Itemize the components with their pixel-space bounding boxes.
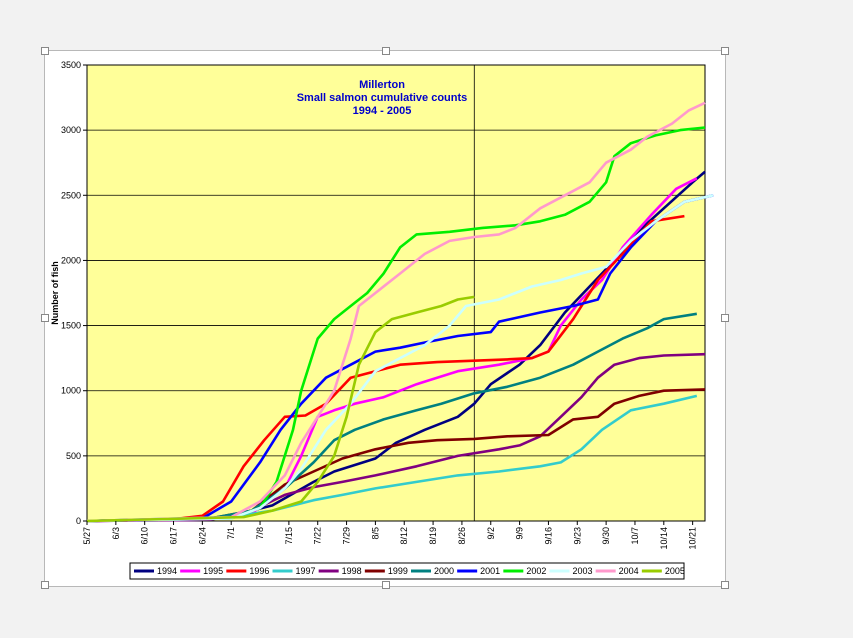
legend-label: 2005 [665,566,685,576]
y-tick-label: 3000 [61,125,81,135]
legend-label: 2000 [434,566,454,576]
y-tick-label: 2500 [61,190,81,200]
series-lines [86,101,714,523]
x-tick-label: 6/24 [197,527,207,545]
plot-area [86,64,706,522]
resize-handle[interactable] [721,47,729,55]
x-tick-label: 7/8 [255,527,265,540]
y-tick-label: 1500 [61,321,81,331]
x-tick-label: 10/21 [688,527,698,550]
y-tick-label: 0 [76,516,81,526]
legend-label: 1999 [388,566,408,576]
x-tick-label: 8/26 [457,527,467,545]
chart-title-line: Small salmon cumulative counts [297,92,468,104]
legend-label: 2003 [573,566,593,576]
series-line-2003 [86,194,714,523]
x-axis: 5/27 6/3 6/10 6/17 6/24 7/1 7/8 7/15 7/22 7/29 8/5… [82,521,698,550]
grid-lines [87,65,705,521]
legend-box [129,562,685,580]
x-tick-label: 6/10 [140,527,150,545]
legend-label: 1998 [342,566,362,576]
x-tick-label: 7/29 [342,527,352,545]
y-tick-label: 500 [66,451,81,461]
x-tick-label: 7/1 [226,527,236,540]
y-axis: 0 500 1000 1500 2000 2500 3000 3500 [61,60,87,526]
resize-handle[interactable] [382,581,390,589]
x-tick-label: 6/3 [111,527,121,540]
resize-handle[interactable] [721,314,729,322]
chart-title-line: 1994 - 2005 [353,105,412,117]
x-tick-label: 8/12 [399,527,409,545]
series-line-2005 [86,295,475,523]
series-line-2002 [86,126,706,523]
legend-label: 2001 [480,566,500,576]
y-tick-label: 3500 [61,60,81,70]
x-tick-label: 10/14 [659,527,669,550]
legend-label: 1996 [249,566,269,576]
resize-handle[interactable] [721,581,729,589]
x-tick-label: 8/5 [370,527,380,540]
series-line-2001 [86,194,714,523]
x-tick-label: 8/19 [428,527,438,545]
series-line-1996 [86,214,685,523]
resize-handle[interactable] [41,47,49,55]
x-tick-label: 9/9 [515,527,525,540]
x-tick-label: 9/2 [486,527,496,540]
x-tick-label: 9/16 [543,527,553,545]
y-axis-label: Number of fish [50,261,60,325]
series-line-1999 [86,388,706,523]
resize-handle[interactable] [41,314,49,322]
y-tick-label: 2000 [61,255,81,265]
y-tick-label: 1000 [61,386,81,396]
series-line-1998 [86,352,706,523]
legend-label: 2002 [526,566,546,576]
x-tick-label: 9/23 [572,527,582,545]
legend-label: 2004 [619,566,639,576]
x-tick-label: 6/17 [169,527,179,545]
resize-handle[interactable] [41,581,49,589]
legend-label: 1994 [157,566,177,576]
x-tick-label: 7/15 [284,527,294,545]
legend: 1994 1995 1996 1997 1998 1999 2000 2001 2002 2003… [129,562,685,580]
x-tick-label: 10/7 [630,527,640,545]
legend-label: 1995 [203,566,223,576]
x-tick-label: 5/27 [82,527,92,545]
x-tick-label: 7/22 [313,527,323,545]
legend-label: 1997 [296,566,316,576]
series-line-2004 [86,101,706,523]
chart-title-line: Millerton [359,79,405,91]
resize-handle[interactable] [382,47,390,55]
x-tick-label: 9/30 [601,527,611,545]
